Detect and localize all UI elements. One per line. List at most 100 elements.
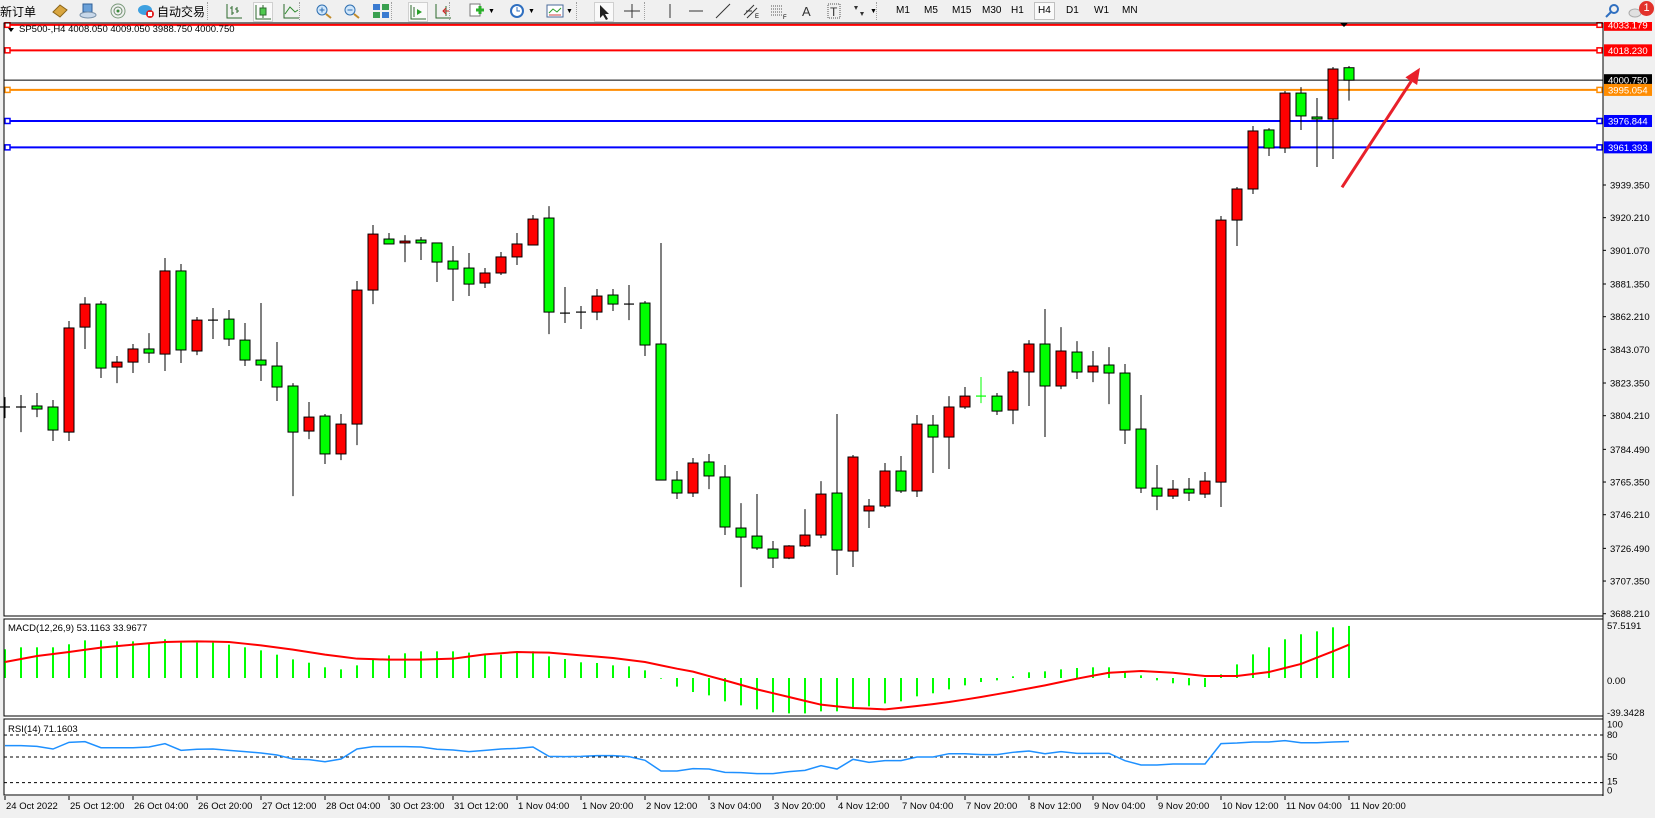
timeframe-w1[interactable]: W1 xyxy=(1094,5,1109,16)
candle-body xyxy=(639,302,651,346)
timeframe-m30[interactable]: M30 xyxy=(982,5,1002,16)
horizontal-line-icon[interactable] xyxy=(687,2,705,20)
chevron-down-icon[interactable]: ▼ xyxy=(870,7,877,15)
candle-body xyxy=(287,385,299,433)
crosshair-icon[interactable] xyxy=(623,2,641,20)
indicators-icon[interactable]: ▼ xyxy=(468,2,495,20)
timeframe-d1[interactable]: D1 xyxy=(1066,5,1079,16)
candle xyxy=(1007,369,1019,425)
rsi-axis-label: 80 xyxy=(1607,730,1618,741)
rsi-line xyxy=(5,739,1350,775)
candle-body xyxy=(543,217,555,313)
macd-label: MACD(12,26,9) 53.1163 33.9677 xyxy=(8,623,147,634)
price-tick-label: 3804.210 xyxy=(1610,411,1650,422)
price-label: 4033.179 xyxy=(1608,22,1648,31)
equidistant-channel-icon[interactable]: E xyxy=(742,2,760,20)
trendline-icon[interactable] xyxy=(714,2,732,20)
candle-body xyxy=(911,423,923,492)
cursor-icon[interactable] xyxy=(594,2,614,22)
candle xyxy=(175,263,187,363)
notification-badge[interactable]: 1 xyxy=(1639,1,1654,16)
timeframe-m15[interactable]: M15 xyxy=(952,5,972,16)
candlestick-icon[interactable] xyxy=(253,2,273,22)
fibonacci-icon[interactable]: F xyxy=(770,2,788,20)
candle xyxy=(1183,478,1195,502)
toolbar-separator xyxy=(576,2,579,20)
chevron-down-icon[interactable]: ▼ xyxy=(528,7,535,15)
candle xyxy=(271,341,283,402)
timeframe-h1[interactable]: H1 xyxy=(1011,5,1024,16)
candle xyxy=(383,233,395,245)
collapse-triangle-icon[interactable] xyxy=(8,28,14,32)
candle xyxy=(591,289,603,321)
time-tick-label: 7 Nov 04:00 xyxy=(902,801,953,812)
candle xyxy=(799,509,811,547)
price-label: 3961.393 xyxy=(1608,143,1648,154)
candle xyxy=(191,317,203,356)
price-chart[interactable]: 3939.350 3920.210 3901.070 3881.350 3862.210… xyxy=(0,22,1655,818)
candle-body xyxy=(655,343,667,481)
rsi-axis-label: 0 xyxy=(1607,786,1612,797)
candle xyxy=(47,400,59,441)
line-chart-icon[interactable] xyxy=(282,2,300,20)
arrows-icon[interactable]: ▼ xyxy=(850,2,877,20)
candle-body xyxy=(159,270,171,355)
auto-scroll-icon[interactable] xyxy=(408,2,428,22)
auto-trading-label: 自动交易 xyxy=(157,4,206,19)
toolbar-separator xyxy=(299,2,302,20)
time-tick-label: 26 Oct 20:00 xyxy=(198,801,252,812)
timeframe-m1[interactable]: M1 xyxy=(896,5,910,16)
timeframe-mn[interactable]: MN xyxy=(1122,5,1138,16)
macd-axis-label: 0.00 xyxy=(1607,676,1626,687)
candle-body xyxy=(399,240,411,244)
arrow-shaft xyxy=(1340,80,1413,189)
candle-body xyxy=(271,365,283,388)
candle xyxy=(943,396,955,469)
text-icon[interactable]: A xyxy=(798,2,816,20)
candle xyxy=(959,387,971,410)
tile-windows-icon[interactable] xyxy=(372,2,390,20)
candle-body xyxy=(799,534,811,547)
candle-body xyxy=(463,267,475,285)
level-handle xyxy=(4,86,11,94)
axes: 3939.350 3920.210 3901.070 3881.350 3862.210… xyxy=(3,22,1650,812)
time-tick-label: 8 Nov 12:00 xyxy=(1030,801,1081,812)
candle-body xyxy=(607,294,619,305)
timeframe-m5[interactable]: M5 xyxy=(924,5,938,16)
candle-body xyxy=(767,548,779,559)
candle-body xyxy=(527,218,539,246)
chevron-down-icon[interactable]: ▼ xyxy=(488,7,495,15)
candle-body xyxy=(1343,67,1355,81)
price-label: 3995.054 xyxy=(1608,85,1648,96)
bar-chart-icon[interactable] xyxy=(225,2,243,20)
candle-body xyxy=(1247,130,1259,190)
candle-body xyxy=(1279,92,1291,149)
time-tick-label: 3 Nov 04:00 xyxy=(710,801,761,812)
zoom-out-icon[interactable] xyxy=(343,2,361,20)
level-handle xyxy=(1596,117,1603,125)
vertical-line-icon[interactable] xyxy=(661,2,679,20)
timeframe-h4[interactable]: H4 xyxy=(1034,2,1055,20)
market-watch-icon[interactable] xyxy=(51,2,69,20)
text-label-icon[interactable]: T xyxy=(825,2,843,20)
candle-body xyxy=(127,348,139,363)
auto-trading-button[interactable]: 自动交易 xyxy=(137,2,205,20)
zoom-in-icon[interactable] xyxy=(315,2,333,20)
templates-icon[interactable]: ▼ xyxy=(546,2,573,20)
price-tick-label: 3901.070 xyxy=(1610,246,1650,257)
chart-shift-icon[interactable] xyxy=(434,2,452,20)
search-icon[interactable] xyxy=(1604,2,1620,20)
time-tick-label: 11 Nov 04:00 xyxy=(1286,801,1342,812)
price-tick-label: 3920.210 xyxy=(1610,213,1650,224)
new-order-button[interactable]: 新订单 xyxy=(0,2,36,20)
chart-shift-marker xyxy=(1340,23,1348,27)
price-label-bg xyxy=(1604,22,1652,31)
candle-body xyxy=(831,492,843,551)
navigator-icon[interactable] xyxy=(79,2,97,20)
periods-icon[interactable]: ▼ xyxy=(508,2,535,20)
time-tick-label: 1 Nov 04:00 xyxy=(518,801,569,812)
candle xyxy=(159,257,171,371)
time-tick-label: 4 Nov 12:00 xyxy=(838,801,889,812)
chevron-down-icon[interactable]: ▼ xyxy=(566,7,573,15)
signals-icon[interactable] xyxy=(109,2,127,20)
